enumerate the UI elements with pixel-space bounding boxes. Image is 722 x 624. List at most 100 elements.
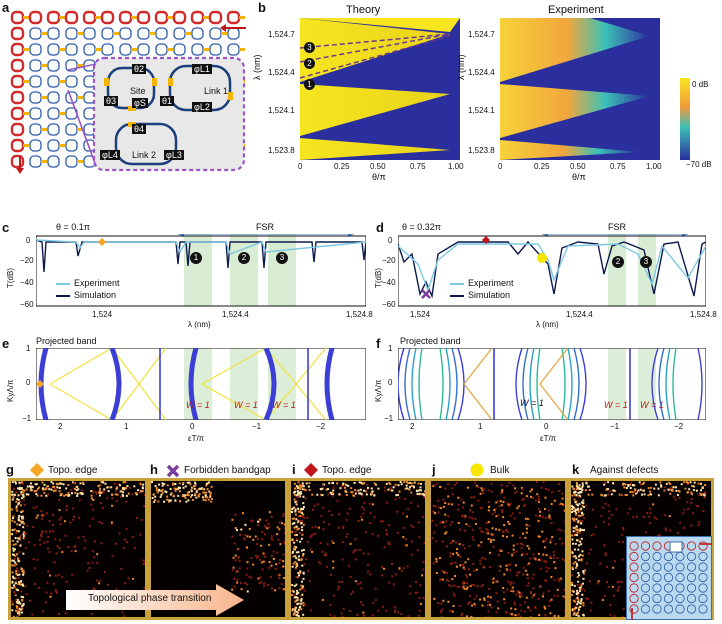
speckle (413, 481, 416, 484)
speckle (603, 494, 606, 497)
speckle (357, 520, 360, 523)
speckle (305, 482, 308, 485)
g-orange-diamond (30, 463, 44, 477)
speckle (432, 537, 435, 540)
speckle (279, 543, 282, 546)
speckle (371, 533, 374, 536)
speckle (513, 601, 516, 604)
speckle (295, 485, 298, 488)
speckle (165, 491, 168, 494)
lattice-ring (65, 155, 78, 168)
speckle (582, 570, 585, 573)
b-exp-ylabel: λ (nm) (456, 54, 466, 81)
speckle (12, 575, 15, 578)
speckle (268, 543, 271, 546)
speckle (67, 494, 70, 497)
speckle (671, 489, 674, 492)
speckle (21, 568, 24, 571)
speckle (40, 531, 43, 534)
speckle (387, 541, 390, 544)
speckle (299, 588, 302, 591)
speckle (300, 508, 303, 511)
speckle (509, 581, 512, 584)
speckle (668, 488, 671, 491)
speckle (346, 533, 349, 536)
speckle (347, 484, 350, 487)
lattice-ring (29, 91, 42, 104)
speckle (16, 523, 19, 526)
speckle (669, 529, 672, 532)
speckle (277, 538, 280, 541)
speckle (297, 558, 300, 561)
speckle (14, 593, 17, 596)
speckle (48, 519, 51, 522)
speckle (276, 526, 279, 529)
speckle (571, 505, 574, 508)
speckle (257, 577, 260, 580)
speckle (25, 488, 28, 491)
speckle (388, 542, 391, 545)
speckle (435, 557, 438, 560)
speckle (303, 563, 306, 566)
speckle (402, 512, 405, 515)
speckle (293, 482, 296, 485)
speckle (441, 521, 444, 524)
speckle (471, 536, 474, 539)
speckle (522, 504, 525, 507)
speckle (383, 486, 386, 489)
inset-ring (663, 593, 674, 604)
speckle (21, 520, 24, 523)
speckle (578, 532, 581, 535)
speckle (42, 513, 45, 516)
coupler (95, 48, 101, 51)
coupler (23, 80, 29, 83)
speckle (35, 493, 38, 496)
speckle (648, 507, 651, 510)
speckle (140, 518, 143, 521)
speckle (364, 531, 367, 534)
speckle (282, 514, 285, 517)
speckle (561, 503, 564, 506)
speckle (271, 538, 274, 541)
speckle (361, 483, 364, 486)
speckle (76, 485, 79, 488)
speckle (649, 522, 652, 525)
speckle (520, 542, 523, 545)
speckle (362, 611, 365, 614)
speckle (606, 487, 609, 490)
speckle (125, 527, 128, 530)
f-winding-2: W = 1 (604, 400, 628, 410)
speckle (468, 516, 471, 519)
speckle (528, 547, 531, 550)
speckle (17, 570, 20, 573)
speckle (582, 601, 585, 604)
speckle (572, 526, 575, 529)
speckle (295, 576, 298, 579)
speckle (576, 507, 579, 510)
speckle (264, 526, 267, 529)
coupler (59, 144, 65, 147)
speckle (398, 490, 401, 493)
speckle (462, 501, 465, 504)
speckle (303, 516, 306, 519)
speckle (80, 493, 83, 496)
speckle (702, 493, 705, 496)
speckle (571, 534, 574, 537)
speckle (178, 486, 181, 489)
g-label: Topo. edge (48, 465, 98, 476)
speckle (577, 600, 580, 603)
speckle (575, 606, 578, 609)
speckle (357, 489, 360, 492)
speckle (502, 586, 505, 589)
d-xlabel: λ (nm) (536, 320, 559, 329)
speckle (646, 512, 649, 515)
speckle (457, 554, 460, 557)
speckle (690, 501, 693, 504)
speckle (445, 531, 448, 534)
speckle (451, 521, 454, 524)
speckle (582, 499, 585, 502)
speckle (24, 532, 27, 535)
speckle (18, 613, 21, 616)
speckle (195, 496, 198, 499)
speckle (702, 509, 705, 512)
